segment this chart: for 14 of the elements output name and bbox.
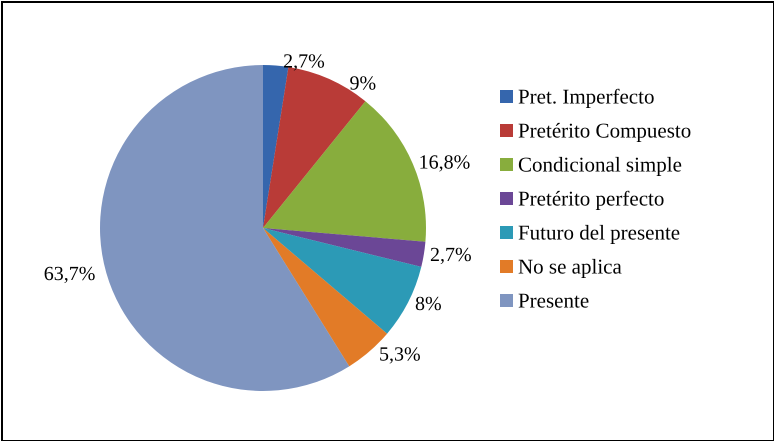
- legend-label: Pretérito perfecto: [518, 186, 664, 210]
- legend-label: Condicional simple: [518, 152, 682, 176]
- legend-label: Futuro del presente: [518, 220, 680, 244]
- data-label: 8%: [414, 293, 442, 316]
- data-label: 63,7%: [44, 262, 96, 285]
- legend-label: Pret. Imperfecto: [518, 84, 654, 108]
- data-label: 2,7%: [283, 50, 325, 73]
- data-label: 2,7%: [430, 244, 472, 266]
- data-label: 9%: [349, 72, 376, 95]
- legend-label: Pretérito Compuesto: [518, 118, 692, 142]
- legend-label: No se aplica: [518, 254, 622, 278]
- data-label: 5,3%: [379, 344, 421, 366]
- legend-label: Presente: [518, 288, 590, 312]
- data-label: 16,8%: [418, 151, 470, 174]
